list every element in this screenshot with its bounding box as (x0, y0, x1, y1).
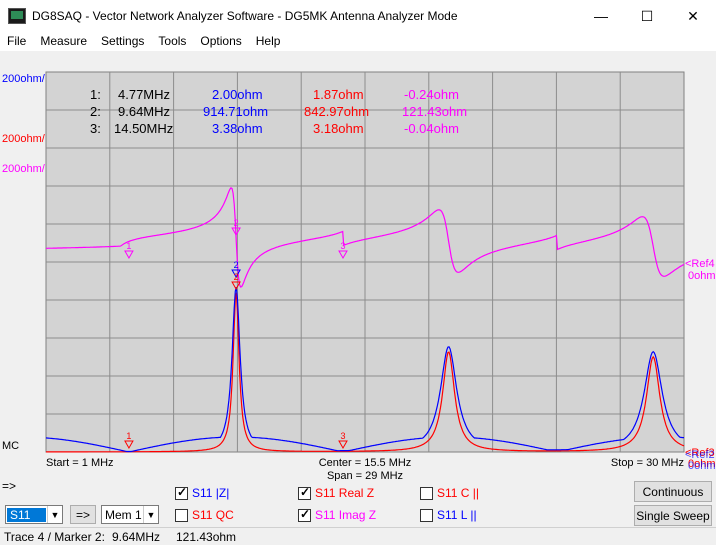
span-label: Span = 29 MHz (327, 470, 403, 481)
close-button[interactable]: ✕ (687, 7, 699, 24)
marker-table-num: 1: (90, 87, 101, 102)
marker-2-imag-triangle (231, 227, 241, 237)
memory-select-value: Mem 1 (105, 507, 142, 522)
marker-table-num: 3: (90, 121, 101, 136)
ref-label-abs: <Ref2 (685, 449, 715, 461)
checkbox-s11-c[interactable] (420, 487, 433, 500)
marker-table-realz: 842.97ohm (304, 104, 369, 119)
marker-table-num: 2: (90, 104, 101, 119)
checkbox-label: S11 QC (192, 508, 234, 522)
ref-label-real-value: 0ohm (688, 458, 716, 470)
memory-select[interactable]: Mem 1 ▼ (101, 505, 159, 524)
marker-table-absz: 3.38ohm (212, 121, 263, 136)
center-label: Center = 15.5 MHz (319, 457, 412, 469)
marker-table-freq: 9.64MHz (118, 104, 170, 119)
marker-1-real-triangle (124, 440, 134, 450)
status-trace-marker: Trace 4 / Marker 2: (4, 530, 105, 544)
marker-table: 1: 4.77MHz 2.00ohm 1.87ohm -0.24ohm 2: 9… (90, 87, 467, 136)
ref-label-imag: <Ref4 (685, 258, 715, 270)
marker-table-realz: 3.18ohm (313, 121, 364, 136)
status-bar: Trace 4 / Marker 2: 9.64MHz 121.43ohm (0, 527, 716, 545)
marker-1-real-label: 1 (126, 431, 131, 441)
app-icon (8, 8, 26, 24)
marker-table-absz: 914.71ohm (203, 104, 268, 119)
trace-abs-z (45, 287, 684, 453)
checkbox-label: S11 C || (437, 486, 480, 500)
copy-to-memory-button[interactable]: => (70, 505, 96, 524)
checkbox-s11-qc[interactable] (175, 509, 188, 522)
checkbox-label: S11 L || (437, 508, 477, 522)
trace-imag-z (46, 186, 685, 288)
continuous-button[interactable]: Continuous (634, 481, 712, 502)
menu-tools[interactable]: Tools (158, 34, 187, 48)
marker-2-real-triangle (231, 281, 241, 291)
status-value: 121.43ohm (176, 530, 237, 544)
trace-select-value: S11 (7, 507, 46, 522)
marker-3-real-triangle (338, 440, 348, 450)
ref-label-abs-value: 0ohm (688, 460, 716, 472)
vna-plot[interactable]: 1 1 2 2 2 3 3 200ohm/ 200ohm/ 200ohm/ 1: 4.77M… (0, 51, 716, 482)
left-label-mc: MC (2, 440, 19, 452)
trace-select[interactable]: S11 ▼ (5, 505, 63, 524)
checkbox-label: S11 Imag Z (315, 508, 377, 522)
checkbox-s11-realz[interactable] (298, 485, 311, 500)
marker-2-real-label: 2 (234, 272, 239, 282)
marker-table-realz: 1.87ohm (313, 87, 364, 102)
plot-grid (46, 72, 684, 452)
minimize-button[interactable]: — (594, 8, 608, 24)
chevron-down-icon: ▼ (47, 506, 62, 523)
plot-markers: 1 1 2 2 2 3 3 (124, 218, 348, 450)
marker-3-imag-triangle (338, 250, 348, 260)
marker-2-abs-triangle (231, 269, 241, 279)
ref-label-imag-value: 0ohm (688, 270, 716, 282)
checkbox-label: S11 Real Z (315, 486, 375, 500)
checkbox-label: S11 |Z| (192, 486, 230, 500)
stop-label: Stop = 30 MHz (611, 457, 684, 469)
trace-real-z (46, 292, 685, 453)
marker-table-freq: 4.77MHz (118, 87, 170, 102)
marker-2-abs-label: 2 (234, 260, 239, 270)
marker-table-absz: 2.00ohm (212, 87, 263, 102)
marker-2-imag-label: 2 (234, 218, 239, 228)
maximize-button[interactable]: ☐ (640, 7, 654, 24)
marker-table-imagz: 121.43ohm (402, 104, 467, 119)
plot-area: 1 1 2 2 2 3 3 200ohm/ 200ohm/ 200ohm/ 1: 4.77M… (0, 51, 716, 482)
scale-label-real: 200ohm/ (2, 133, 46, 145)
start-label: Start = 1 MHz (46, 457, 114, 469)
checkbox-s11-imagz[interactable] (298, 507, 311, 522)
ref-label-real: <Ref3 (685, 447, 715, 459)
checkbox-s11-absz[interactable] (175, 485, 188, 500)
single-sweep-button[interactable]: Single Sweep (634, 505, 712, 526)
chevron-down-icon: ▼ (143, 506, 158, 523)
menu-settings[interactable]: Settings (101, 34, 145, 48)
menu-help[interactable]: Help (255, 34, 281, 48)
marker-table-imagz: -0.04ohm (404, 121, 459, 136)
marker-table-freq: 14.50MHz (114, 121, 173, 136)
title-bar: DG8SAQ - Vector Network Analyzer Softwar… (0, 0, 716, 32)
window-title: DG8SAQ - Vector Network Analyzer Softwar… (32, 9, 458, 23)
menu-options[interactable]: Options (200, 34, 242, 48)
checkbox-s11-l[interactable] (420, 509, 433, 522)
marker-table-imagz: -0.24ohm (404, 87, 459, 102)
marker-3-imag-label: 3 (340, 241, 345, 251)
marker-1-imag-label: 1 (126, 241, 131, 251)
marker-1-imag-triangle (124, 250, 134, 260)
menu-measure[interactable]: Measure (40, 34, 88, 48)
plot-traces (45, 186, 685, 453)
scale-label-abs: 200ohm/ (2, 73, 46, 85)
arrow-label: => (2, 479, 17, 493)
menu-file[interactable]: File (7, 34, 27, 48)
marker-3-real-label: 3 (340, 431, 345, 441)
scale-label-imag: 200ohm/ (2, 163, 46, 175)
status-frequency: 9.64MHz (112, 530, 161, 544)
menu-bar: File Measure Settings Tools Options Help (0, 32, 716, 51)
